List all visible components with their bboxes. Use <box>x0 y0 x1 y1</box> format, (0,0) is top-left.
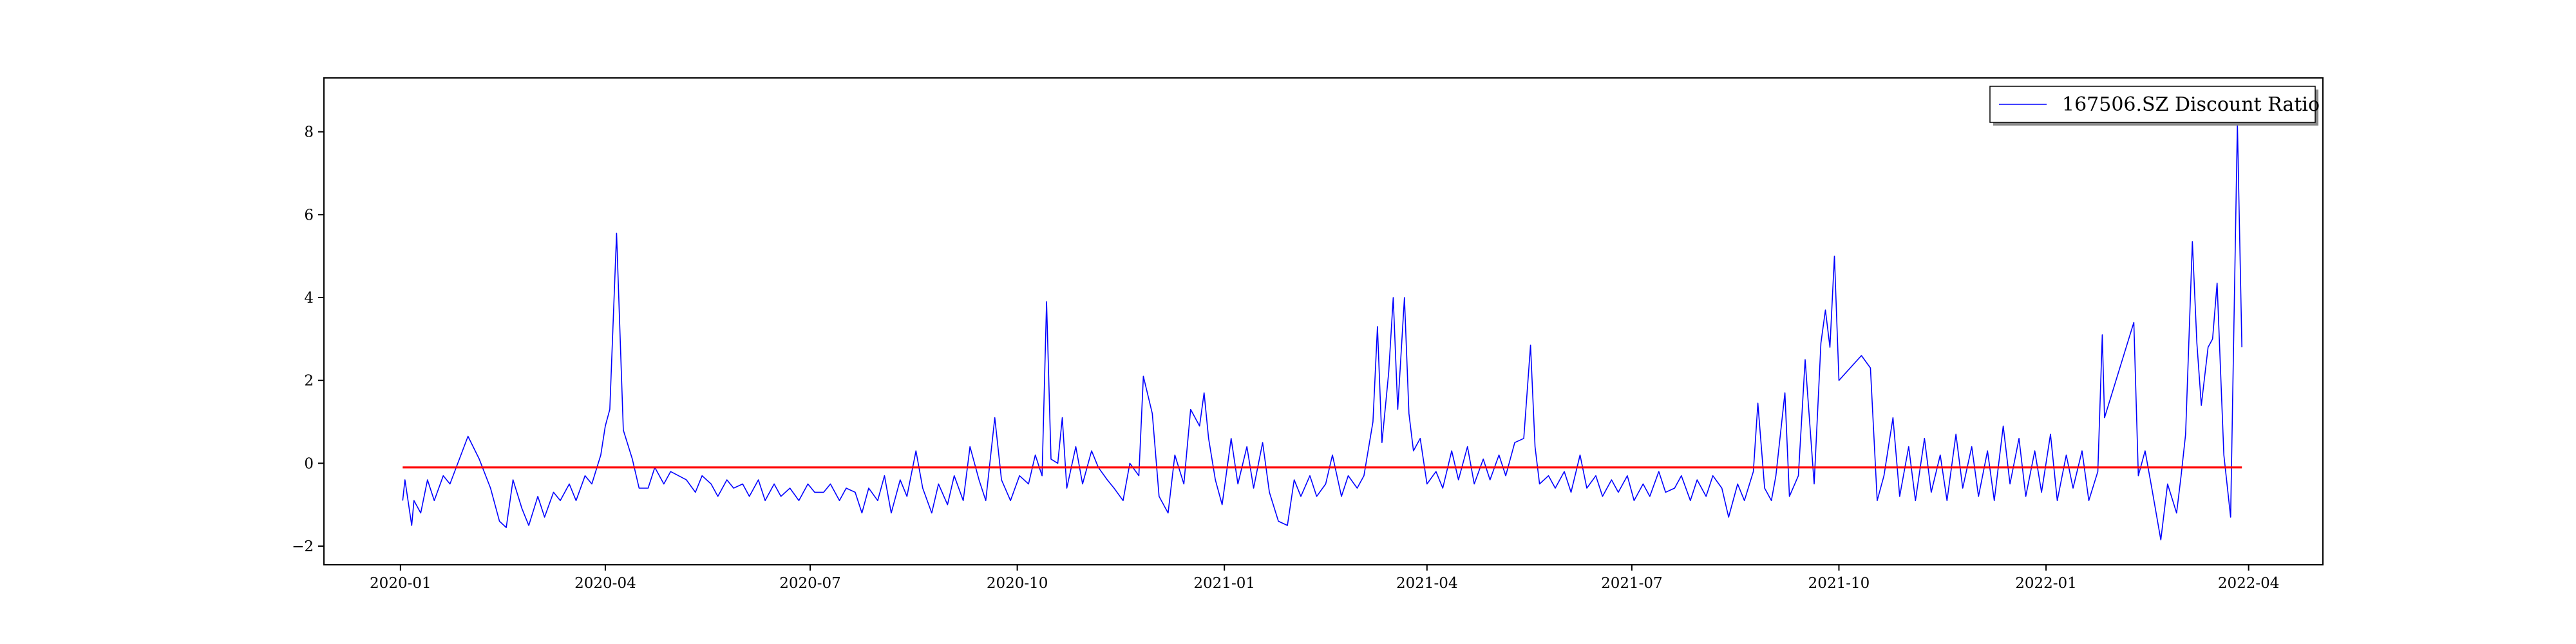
x-tick-label: 2021-07 <box>1601 575 1663 592</box>
y-tick-label: −2 <box>292 538 314 555</box>
series-line-discount-ratio <box>402 123 2242 541</box>
y-tick-label: 4 <box>304 290 314 307</box>
x-tick-label: 2020-07 <box>779 575 841 592</box>
x-tick-label: 2020-01 <box>370 575 431 592</box>
x-tick-label: 2021-04 <box>1396 575 1458 592</box>
y-tick-label: 0 <box>304 455 314 472</box>
legend-label: 167506.SZ Discount Ratio <box>2062 93 2320 116</box>
y-tick-label: 8 <box>304 124 314 141</box>
x-tick-label: 2020-10 <box>987 575 1048 592</box>
x-tick-label: 2021-10 <box>1808 575 1870 592</box>
x-tick-label: 2022-01 <box>2015 575 2077 592</box>
legend: 167506.SZ Discount Ratio <box>1989 86 2320 126</box>
x-tick-label: 2022-04 <box>2218 575 2280 592</box>
axes-frame <box>323 77 2324 565</box>
x-axis: 2020-01 2020-04 2020-07 2020-10 2021-01 2021-… <box>370 565 2279 592</box>
y-tick-label: 2 <box>304 373 314 390</box>
x-tick-label: 2020-04 <box>574 575 636 592</box>
y-axis: −2 0 2 4 6 8 <box>292 124 324 555</box>
plot-area <box>402 123 2242 541</box>
y-tick-label: 6 <box>304 207 314 223</box>
x-tick-label: 2021-01 <box>1193 575 1255 592</box>
